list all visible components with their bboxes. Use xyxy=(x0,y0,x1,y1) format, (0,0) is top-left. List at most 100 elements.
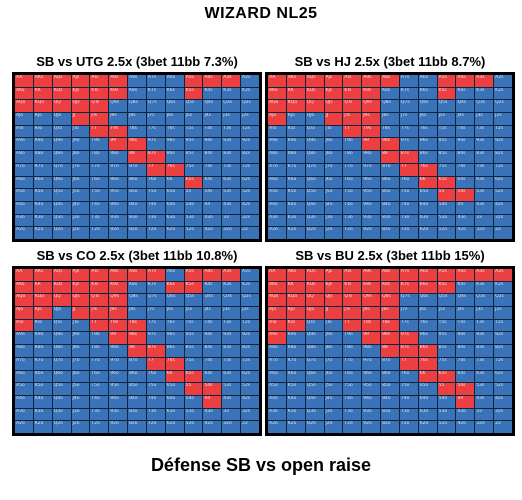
hand-cell-T5s: T5s xyxy=(184,319,203,332)
hand-cell-T7s: T7s xyxy=(146,125,165,138)
hand-cell-AKo: AKo xyxy=(268,87,286,100)
hand-cell-99: 99 xyxy=(362,138,381,151)
hand-cell-95o: 95o xyxy=(362,189,381,201)
hand-cell-KQo: KQo xyxy=(286,294,305,307)
hand-cell-Q2s: Q2s xyxy=(494,294,512,307)
hand-cell-AJo: AJo xyxy=(268,307,286,319)
hand-cell-Q2s: Q2s xyxy=(241,294,259,307)
hand-cell-J6s: J6s xyxy=(418,113,437,125)
hand-cell-A2s: A2s xyxy=(241,269,259,281)
hand-cell-Q7o: Q7o xyxy=(305,163,324,176)
hand-cell-62o: 62o xyxy=(165,421,184,433)
hand-cell-64s: 64s xyxy=(456,370,475,383)
hand-cell-J7s: J7s xyxy=(146,307,165,319)
hand-cell-Q8s: Q8s xyxy=(128,100,146,113)
hand-cell-K8s: K8s xyxy=(381,281,399,294)
hand-cell-43o: 43o xyxy=(203,408,222,421)
hand-cell-K3o: K3o xyxy=(286,408,305,421)
hand-cell-A4o: A4o xyxy=(268,395,286,408)
hand-cell-T5s: T5s xyxy=(437,319,456,332)
hand-cell-95s: 95s xyxy=(184,332,203,345)
hand-cell-JJ: JJ xyxy=(324,113,343,125)
hand-cell-KJs: KJs xyxy=(71,87,90,100)
hand-cell-82s: 82s xyxy=(494,151,512,163)
hand-cell-A5o: A5o xyxy=(15,189,33,201)
hand-cell-Q4s: Q4s xyxy=(456,294,475,307)
hand-cell-J4o: J4o xyxy=(71,395,90,408)
hand-cell-72o: 72o xyxy=(146,421,165,433)
hand-cell-K2s: K2s xyxy=(494,87,512,100)
hand-cell-99: 99 xyxy=(109,138,128,151)
hand-cell-Q9o: Q9o xyxy=(52,332,71,345)
hand-cell-A8s: A8s xyxy=(381,269,399,281)
panel-title: SB vs HJ 2.5x (3bet 11bb 8.7%) xyxy=(294,54,486,69)
hand-cell-Q9s: Q9s xyxy=(362,100,381,113)
hand-cell-J5s: J5s xyxy=(184,307,203,319)
hand-cell-A3o: A3o xyxy=(15,408,33,421)
hand-cell-87s: 87s xyxy=(146,151,165,163)
hand-cell-92o: 92o xyxy=(109,421,128,433)
hand-cell-74o: 74o xyxy=(399,201,418,214)
hand-cell-QTs: QTs xyxy=(343,294,362,307)
hand-cell-76s: 76s xyxy=(418,357,437,370)
hand-cell-J4s: J4s xyxy=(203,113,222,125)
hand-cell-98o: 98o xyxy=(362,345,381,357)
hand-cell-T8s: T8s xyxy=(128,125,146,138)
hand-cell-J2o: J2o xyxy=(71,421,90,433)
hand-cell-87o: 87o xyxy=(381,357,399,370)
hand-cell-KQs: KQs xyxy=(305,281,324,294)
hand-cell-93o: 93o xyxy=(362,214,381,227)
hand-cell-A4s: A4s xyxy=(456,75,475,87)
hand-cell-K9s: K9s xyxy=(362,281,381,294)
range-grid-frame: AA AKs AQs AJs ATs A9s A8s A7s A6s A5s A4s A3s A2s AK… xyxy=(265,72,515,242)
hand-cell-83o: 83o xyxy=(381,214,399,227)
hand-cell-94o: 94o xyxy=(362,201,381,214)
hand-cell-Q7s: Q7s xyxy=(146,294,165,307)
hand-cell-93s: 93s xyxy=(222,138,241,151)
hand-cell-J5o: J5o xyxy=(324,189,343,201)
hand-cell-K9o: K9o xyxy=(286,332,305,345)
hand-cell-75s: 75s xyxy=(184,163,203,176)
hand-cell-QJo: QJo xyxy=(305,113,324,125)
hand-cell-82o: 82o xyxy=(381,421,399,433)
hand-cell-Q4s: Q4s xyxy=(456,100,475,113)
hand-cell-K9s: K9s xyxy=(362,87,381,100)
hand-cell-98s: 98s xyxy=(381,138,399,151)
hand-cell-95o: 95o xyxy=(109,189,128,201)
hand-cell-T4o: T4o xyxy=(343,395,362,408)
hand-cell-96s: 96s xyxy=(165,138,184,151)
hand-cell-A8o: A8o xyxy=(15,151,33,163)
hand-cell-Q2s: Q2s xyxy=(494,100,512,113)
hand-cell-QTo: QTo xyxy=(52,125,71,138)
hand-cell-A5s: A5s xyxy=(437,269,456,281)
hand-cell-A8o: A8o xyxy=(268,151,286,163)
hand-cell-86s: 86s xyxy=(418,345,437,357)
hand-cell-K9s: K9s xyxy=(109,87,128,100)
hand-cell-92s: 92s xyxy=(494,138,512,151)
hand-cell-97s: 97s xyxy=(146,332,165,345)
hand-cell-52s: 52s xyxy=(241,383,259,395)
hand-cell-A5s: A5s xyxy=(184,269,203,281)
hand-cell-J4s: J4s xyxy=(456,113,475,125)
range-grid-frame: AA AKs AQs AJs ATs A9s A8s A7s A6s A5s A4s A3s A2s AK… xyxy=(12,266,262,436)
hand-cell-Q7s: Q7s xyxy=(146,100,165,113)
hand-cell-32o: 32o xyxy=(475,421,494,433)
hand-cell-A2o: A2o xyxy=(268,421,286,433)
hand-cell-K7o: K7o xyxy=(33,163,52,176)
hand-cell-K7s: K7s xyxy=(146,87,165,100)
hand-cell-84o: 84o xyxy=(381,201,399,214)
range-grid: AA AKs AQs AJs ATs A9s A8s A7s A6s A5s A4s A3s A2s AK… xyxy=(268,75,512,239)
hand-cell-72o: 72o xyxy=(146,227,165,239)
hand-cell-65o: 65o xyxy=(165,383,184,395)
hand-cell-73o: 73o xyxy=(399,408,418,421)
hand-cell-KJs: KJs xyxy=(71,281,90,294)
hand-cell-KQs: KQs xyxy=(52,87,71,100)
hand-cell-QTo: QTo xyxy=(305,125,324,138)
hand-cell-84o: 84o xyxy=(128,395,146,408)
hand-cell-T3s: T3s xyxy=(222,125,241,138)
hand-cell-K3s: K3s xyxy=(475,87,494,100)
hand-cell-A2o: A2o xyxy=(15,421,33,433)
hand-cell-A6o: A6o xyxy=(268,176,286,189)
hand-cell-Q6o: Q6o xyxy=(305,176,324,189)
hand-cell-K3o: K3o xyxy=(33,408,52,421)
